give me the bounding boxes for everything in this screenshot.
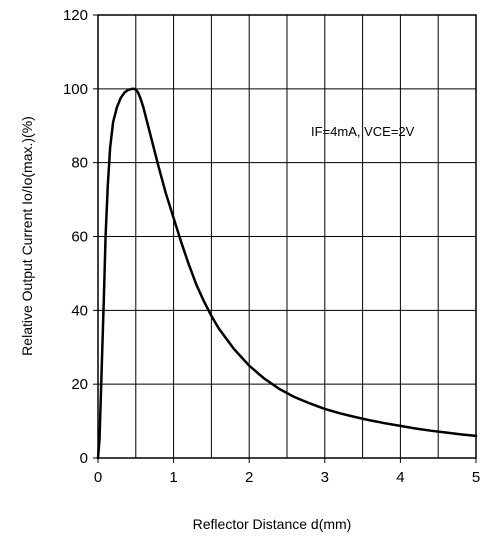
y-tick-label: 40 xyxy=(71,302,88,319)
y-tick-label: 60 xyxy=(71,229,88,246)
y-tick-label: 100 xyxy=(63,81,88,98)
x-tick-label: 0 xyxy=(94,469,102,486)
x-tick-label: 3 xyxy=(321,469,329,486)
x-tick-label: 2 xyxy=(245,469,253,486)
axis-ticks: 0 1 2 3 4 5 0 20 40 60 80 100 120 xyxy=(63,7,480,486)
plot-frame xyxy=(97,14,477,459)
y-tick-label: 80 xyxy=(71,155,88,172)
series-layer xyxy=(96,87,478,460)
x-tick-label: 5 xyxy=(472,469,480,486)
y-axis-label: Relative Output Current Io/Io(max.)(%) xyxy=(19,116,35,356)
y-tick-label: 120 xyxy=(63,7,88,24)
grid xyxy=(98,15,476,458)
condition-annotation: IF=4mA, VCE=2V xyxy=(311,124,415,139)
y-tick-label: 20 xyxy=(71,376,88,393)
y-tick-label: 0 xyxy=(80,450,88,467)
x-axis-label: Reflector Distance d(mm) xyxy=(193,516,352,532)
series-line xyxy=(96,87,478,460)
x-tick-label: 1 xyxy=(169,469,177,486)
x-tick-label: 4 xyxy=(396,469,404,486)
